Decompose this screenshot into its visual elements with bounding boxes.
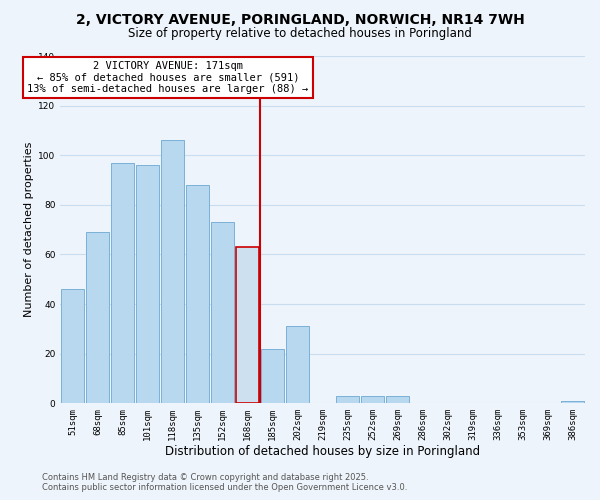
Bar [211,222,234,403]
Bar [61,289,85,403]
Text: Contains HM Land Registry data © Crown copyright and database right 2025.
Contai: Contains HM Land Registry data © Crown c… [42,473,407,492]
Bar [161,140,184,403]
Bar [86,232,109,403]
X-axis label: Distribution of detached houses by size in Poringland: Distribution of detached houses by size … [165,444,480,458]
Text: 2, VICTORY AVENUE, PORINGLAND, NORWICH, NR14 7WH: 2, VICTORY AVENUE, PORINGLAND, NORWICH, … [76,12,524,26]
Bar [561,400,584,403]
Bar [261,348,284,403]
Bar [286,326,309,403]
Y-axis label: Number of detached properties: Number of detached properties [24,142,34,318]
Text: 2 VICTORY AVENUE: 171sqm
← 85% of detached houses are smaller (591)
13% of semi-: 2 VICTORY AVENUE: 171sqm ← 85% of detach… [27,61,308,94]
Bar [136,165,160,403]
Bar [236,247,259,403]
Bar [361,396,384,403]
Text: Size of property relative to detached houses in Poringland: Size of property relative to detached ho… [128,28,472,40]
Bar [336,396,359,403]
Bar [386,396,409,403]
Bar [112,162,134,403]
Bar [187,185,209,403]
